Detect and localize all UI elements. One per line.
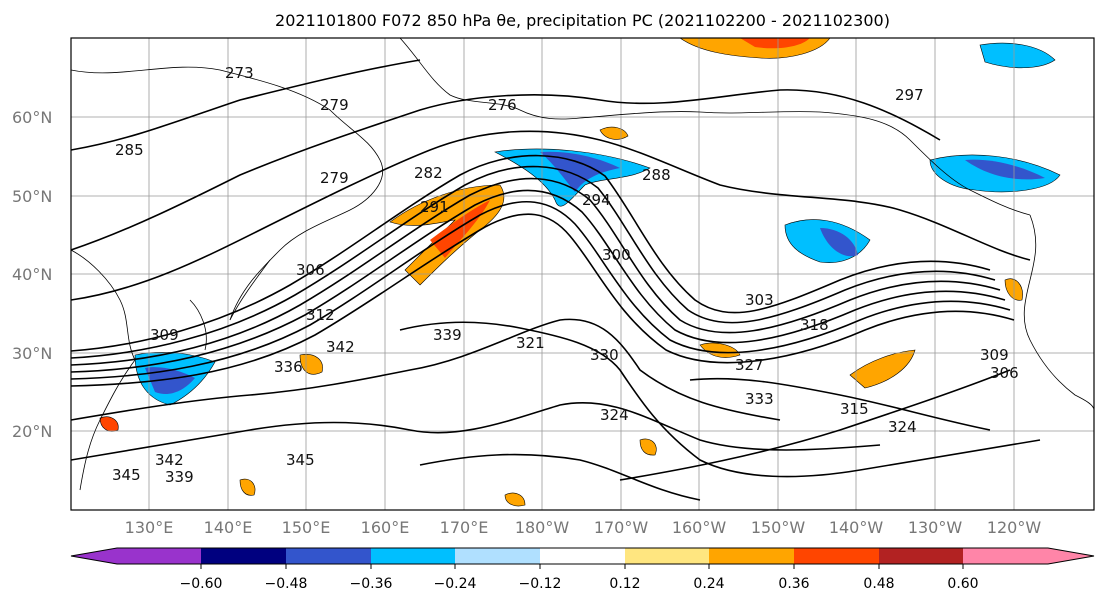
lon-label: 130°E	[125, 518, 174, 537]
contour-label: 312	[306, 306, 335, 324]
contour-label: 318	[800, 316, 829, 334]
contour-label: 336	[274, 358, 303, 376]
colorbar-tick-label: −0.36	[350, 576, 393, 592]
shading-layer	[99, 38, 1061, 507]
lon-label: 170°E	[440, 518, 489, 537]
colorbar-segment	[879, 548, 963, 564]
colorbar-tick-label: 0.48	[863, 576, 894, 592]
contour-labels: 273 279 276 285 279 282 291 294 288 297 …	[112, 64, 1019, 486]
colorbar-segment	[709, 548, 794, 564]
map-layers: 273 279 276 285 279 282 291 294 288 297 …	[71, 38, 1094, 510]
colorbar-tick-label: 0.24	[693, 576, 724, 592]
contour-label: 327	[735, 356, 764, 374]
contour-label: 282	[414, 164, 443, 182]
contour-label: 279	[320, 96, 349, 114]
colorbar-tick-label: −0.24	[434, 576, 477, 592]
figure-title: 2021101800 F072 850 hPa θe, precipitatio…	[275, 11, 890, 30]
contour-label: 309	[150, 326, 179, 344]
contour-label: 321	[516, 334, 545, 352]
contour-label: 276	[488, 96, 517, 114]
contour-label: 345	[286, 451, 315, 469]
colorbar-tick-labels: −0.60 −0.48 −0.36 −0.24 −0.12 0.12 0.24 …	[180, 576, 979, 592]
lon-label: 170°W	[594, 518, 649, 537]
colorbar-segment	[455, 548, 540, 564]
lon-label: 160°W	[672, 518, 727, 537]
contour-label: 279	[320, 169, 349, 187]
contour-label: 294	[582, 191, 611, 209]
contour-label: 297	[895, 86, 924, 104]
contour-label: 273	[225, 64, 254, 82]
contour-label: 303	[745, 291, 774, 309]
colorbar: −0.60 −0.48 −0.36 −0.24 −0.12 0.12 0.24 …	[70, 547, 1095, 592]
contour-label: 324	[888, 418, 917, 436]
lat-label: 20°N	[12, 422, 52, 441]
lon-label: 140°W	[829, 518, 884, 537]
colorbar-segment	[540, 548, 625, 564]
longitude-labels: 130°E 140°E 150°E 160°E 170°E 180°W 170°…	[125, 518, 1042, 537]
latitude-labels: 60°N 50°N 40°N 30°N 20°N	[12, 108, 52, 441]
contour-label: 306	[296, 261, 325, 279]
coastlines	[71, 38, 1094, 491]
contour-label: 342	[155, 451, 184, 469]
colorbar-tick-label: 0.36	[778, 576, 809, 592]
contour-label: 342	[326, 338, 355, 356]
colorbar-segment	[794, 548, 879, 564]
colorbar-segment	[71, 548, 201, 564]
colorbar-segment	[371, 548, 455, 564]
theta-e-contours	[71, 59, 1041, 501]
lat-label: 60°N	[12, 108, 52, 127]
lon-label: 160°E	[361, 518, 410, 537]
colorbar-segments	[70, 547, 1095, 565]
contour-label: 339	[433, 326, 462, 344]
colorbar-ticks	[200, 564, 964, 569]
lat-label: 30°N	[12, 344, 52, 363]
colorbar-segment	[963, 548, 1094, 564]
graticule	[71, 38, 1094, 510]
contour-label: 345	[112, 466, 141, 484]
colorbar-tick-label: −0.48	[265, 576, 308, 592]
contour-label: 330	[590, 346, 619, 364]
contour-label: 315	[840, 400, 869, 418]
colorbar-tick-label: −0.12	[519, 576, 562, 592]
colorbar-segment	[286, 548, 371, 564]
contour-label: 285	[115, 141, 144, 159]
lon-label: 180°W	[515, 518, 570, 537]
colorbar-segment	[201, 548, 286, 564]
colorbar-tick-label: 0.12	[609, 576, 640, 592]
contour-label: 306	[990, 364, 1019, 382]
contour-label: 300	[602, 246, 631, 264]
map-frame	[70, 37, 1095, 511]
lon-label: 150°W	[751, 518, 806, 537]
contour-label: 333	[745, 390, 774, 408]
lon-label: 140°E	[204, 518, 253, 537]
contour-label: 291	[420, 198, 449, 216]
colorbar-tick-label: 0.60	[947, 576, 978, 592]
lon-label: 120°W	[987, 518, 1042, 537]
contour-label: 324	[600, 406, 629, 424]
lon-label: 130°W	[908, 518, 963, 537]
colorbar-segment	[625, 548, 709, 564]
colorbar-tick-label: −0.60	[180, 576, 223, 592]
contour-label: 339	[165, 468, 194, 486]
lon-label: 150°E	[282, 518, 331, 537]
lat-label: 50°N	[12, 187, 52, 206]
contour-label: 288	[642, 166, 671, 184]
contour-label: 309	[980, 346, 1009, 364]
colorbar-outline	[70, 547, 1095, 565]
lat-label: 40°N	[12, 265, 52, 284]
